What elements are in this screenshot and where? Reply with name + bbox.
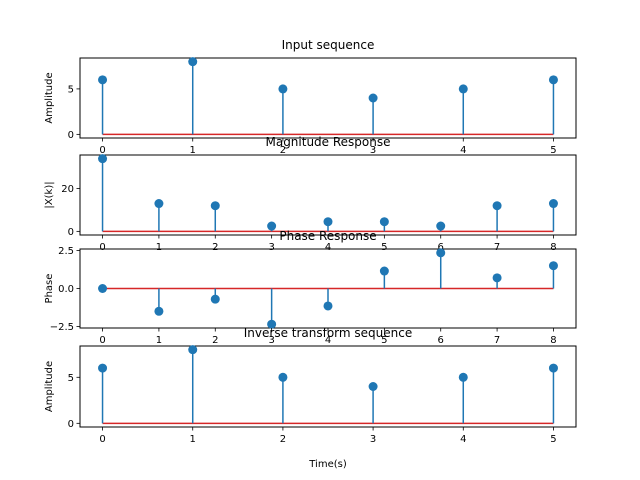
stem-marker bbox=[188, 57, 198, 67]
x-tick-label: 4 bbox=[460, 434, 466, 445]
x-tick-label: 0 bbox=[99, 242, 105, 253]
x-tick-label: 4 bbox=[460, 145, 466, 156]
x-tick-label: 0 bbox=[99, 335, 105, 346]
stem-marker bbox=[548, 363, 558, 373]
y-tick-label: −2.5 bbox=[50, 322, 74, 333]
stem-marker bbox=[548, 75, 558, 85]
x-tick-label: 3 bbox=[370, 145, 376, 156]
x-tick-label: 7 bbox=[494, 335, 500, 346]
stem-marker bbox=[98, 154, 108, 164]
stem-marker bbox=[278, 372, 288, 382]
y-axis-label: |X(k)| bbox=[44, 181, 55, 208]
y-tick-label: 0.0 bbox=[58, 284, 74, 295]
stem-marker bbox=[278, 84, 288, 94]
stem-marker bbox=[379, 266, 389, 276]
x-tick-label: 0 bbox=[99, 434, 105, 445]
x-tick-label: 3 bbox=[370, 434, 376, 445]
x-tick-label: 7 bbox=[494, 242, 500, 253]
x-tick-label: 1 bbox=[190, 434, 196, 445]
x-tick-label: 2 bbox=[212, 335, 218, 346]
x-axis-label: Time(s) bbox=[308, 459, 347, 470]
stem-marker bbox=[548, 199, 558, 209]
stem-marker bbox=[154, 199, 164, 209]
chart-title: Phase Response bbox=[279, 229, 376, 243]
x-tick-label: 3 bbox=[268, 242, 274, 253]
x-tick-label: 2 bbox=[280, 145, 286, 156]
y-tick-label: 5 bbox=[68, 84, 74, 95]
stem-marker bbox=[210, 201, 220, 211]
y-axis-label: Amplitude bbox=[44, 72, 55, 123]
x-tick-label: 6 bbox=[438, 242, 444, 253]
stem-marker bbox=[154, 306, 164, 316]
stem-marker bbox=[436, 248, 446, 258]
x-tick-label: 5 bbox=[381, 335, 387, 346]
x-tick-label: 1 bbox=[156, 242, 162, 253]
stem-marker bbox=[368, 93, 378, 103]
axes-frame bbox=[79, 57, 577, 139]
x-tick-label: 4 bbox=[325, 242, 331, 253]
x-tick-label: 1 bbox=[190, 145, 196, 156]
y-tick-label: 2.5 bbox=[58, 246, 74, 257]
y-tick-label: 0 bbox=[68, 227, 74, 238]
x-tick-label: 5 bbox=[550, 434, 556, 445]
y-tick-label: 0 bbox=[68, 419, 74, 430]
x-tick-label: 2 bbox=[280, 434, 286, 445]
stem-marker bbox=[98, 75, 108, 85]
axes-frame bbox=[79, 345, 577, 428]
stem-marker bbox=[267, 221, 277, 231]
stem-marker bbox=[323, 217, 333, 227]
x-tick-label: 0 bbox=[99, 145, 105, 156]
x-tick-label: 2 bbox=[212, 242, 218, 253]
stem-marker bbox=[379, 217, 389, 227]
stem-marker bbox=[548, 261, 558, 271]
x-tick-label: 1 bbox=[156, 335, 162, 346]
stem-marker bbox=[492, 273, 502, 283]
y-axis-label: Phase bbox=[44, 274, 55, 304]
stem-marker bbox=[98, 363, 108, 373]
x-tick-label: 4 bbox=[325, 335, 331, 346]
stem-marker bbox=[492, 201, 502, 211]
chart-title: Input sequence bbox=[282, 38, 375, 52]
y-tick-label: 20 bbox=[61, 184, 74, 195]
stem-marker bbox=[188, 345, 198, 355]
subplot-1: 0 1 2 3 4 5 0 5 Input sequence Amplitude bbox=[44, 38, 577, 156]
stem-marker bbox=[458, 372, 468, 382]
stem-marker bbox=[323, 301, 333, 311]
chart-title: Magnitude Response bbox=[265, 135, 390, 149]
x-tick-label: 6 bbox=[438, 335, 444, 346]
subplot-3: 0 1 2 3 4 5 6 7 8 −2.5 0.0 2.5 Phase Response Phase bbox=[44, 229, 577, 346]
x-tick-label: 5 bbox=[550, 145, 556, 156]
x-tick-label: 3 bbox=[268, 335, 274, 346]
x-tick-label: 8 bbox=[550, 242, 556, 253]
stem-marker bbox=[267, 319, 277, 329]
stem-marker bbox=[368, 382, 378, 391]
stem-marker bbox=[210, 294, 220, 304]
stem-marker bbox=[436, 221, 446, 231]
y-axis-label: Amplitude bbox=[44, 361, 55, 412]
x-tick-label: 5 bbox=[381, 242, 387, 253]
stem-marker bbox=[458, 84, 468, 94]
y-tick-label: 0 bbox=[68, 130, 74, 141]
x-tick-label: 8 bbox=[550, 335, 556, 346]
y-tick-label: 5 bbox=[68, 373, 74, 384]
stem-marker bbox=[98, 284, 108, 293]
chart-title: Inverse transform sequence bbox=[244, 326, 412, 340]
